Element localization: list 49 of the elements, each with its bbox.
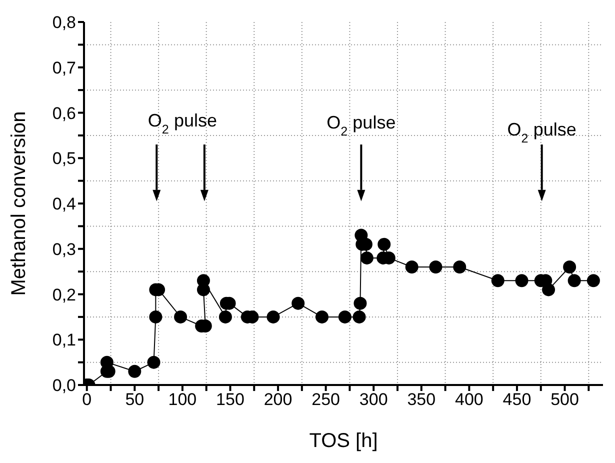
y-tick-label: 0,8	[52, 13, 76, 32]
x-tick-label: 500	[550, 390, 579, 410]
point	[568, 274, 581, 288]
y-tick-label: 0,5	[52, 149, 76, 168]
y-tick-label: 0,0	[52, 376, 76, 396]
y-tick-label: 0,6	[52, 104, 76, 123]
point	[563, 260, 576, 274]
point	[338, 310, 352, 324]
point	[491, 274, 504, 288]
y-tick-label: 0,2	[52, 285, 76, 304]
x-tick-label: 250	[312, 390, 340, 410]
point	[292, 296, 305, 310]
x-tick-label: 350	[407, 390, 436, 410]
x-tick-label: 400	[455, 390, 484, 410]
y-tick-label: 0,1	[52, 330, 76, 350]
point	[360, 251, 374, 264]
point	[100, 356, 114, 369]
point	[453, 260, 466, 274]
x-tick-label: 300	[359, 390, 388, 410]
y-tick-label: 0,7	[52, 58, 76, 78]
point	[149, 310, 162, 324]
y-tick-label: 0,4	[52, 194, 76, 214]
x-axis-title: TOS [h]	[309, 430, 378, 452]
point	[378, 238, 391, 251]
annotation: O$_{2}$ pulse	[148, 110, 217, 136]
x-tick-label: 150	[216, 390, 244, 410]
x-tick-label: 50	[125, 390, 144, 410]
point	[586, 274, 600, 288]
point	[128, 364, 142, 378]
x-tick-label: 450	[502, 390, 532, 410]
y-tick-label: 0,3	[52, 240, 76, 259]
point	[218, 310, 232, 324]
point	[515, 274, 528, 288]
point	[315, 310, 328, 324]
point	[429, 260, 442, 274]
point	[196, 274, 210, 288]
point	[266, 310, 280, 324]
point	[147, 356, 160, 369]
point	[352, 310, 366, 324]
point	[174, 310, 188, 324]
x-tick-label: 0	[82, 390, 92, 410]
point	[405, 260, 418, 274]
point	[542, 283, 556, 296]
y-axis-title: Methanol conversion	[8, 111, 30, 296]
annotation: O$_{2}$ pulse	[507, 119, 576, 146]
point	[354, 296, 367, 310]
x-tick-label: 100	[168, 390, 197, 410]
annotation: O$_{2}$ pulse	[326, 112, 396, 139]
x-tick-label: 200	[264, 390, 292, 410]
